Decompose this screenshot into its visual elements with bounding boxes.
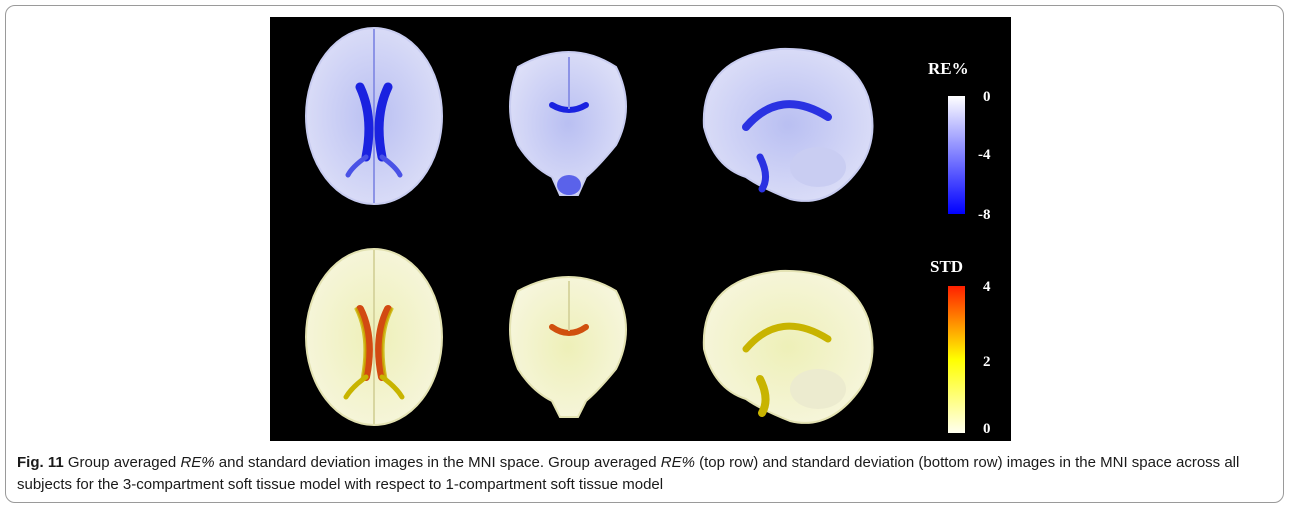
caption-text-1: Group averaged [67,454,181,471]
re-tick-0: 0 [983,89,991,105]
re-scale-title: RE% [928,59,969,78]
bottom-axial-brain [305,248,443,426]
std-tick-1: 2 [983,354,991,370]
top-sagittal-brain [702,47,874,202]
caption-em-1: RE% [180,454,215,471]
top-axial-brain [305,27,443,205]
std-scale-title: STD [930,257,964,276]
top-coronal-brain [509,51,627,196]
figure-frame [5,5,1284,503]
re-tick-2: -8 [978,207,991,223]
bottom-sagittal-brain [702,269,874,424]
bottom-coronal-brain [509,276,627,418]
caption-em-2: RE% [660,454,695,471]
std-tick-2: 0 [983,421,991,437]
std-colorbar [948,286,965,433]
figure-label: Fig. 11 [17,454,64,471]
caption-text-3: (top row) and standard deviation (bottom… [17,454,1240,493]
brain-images [305,27,965,433]
re-tick-1: -4 [978,147,991,163]
figure-panel: RE% 0 -4 -8 STD 4 2 0 [270,17,1011,441]
caption-text-2: and standard deviation images in the MNI… [214,454,661,471]
figure-caption: Fig. 11 Group averaged RE% and standard … [17,452,1272,496]
re-colorbar [948,96,965,214]
std-tick-0: 4 [983,279,991,295]
